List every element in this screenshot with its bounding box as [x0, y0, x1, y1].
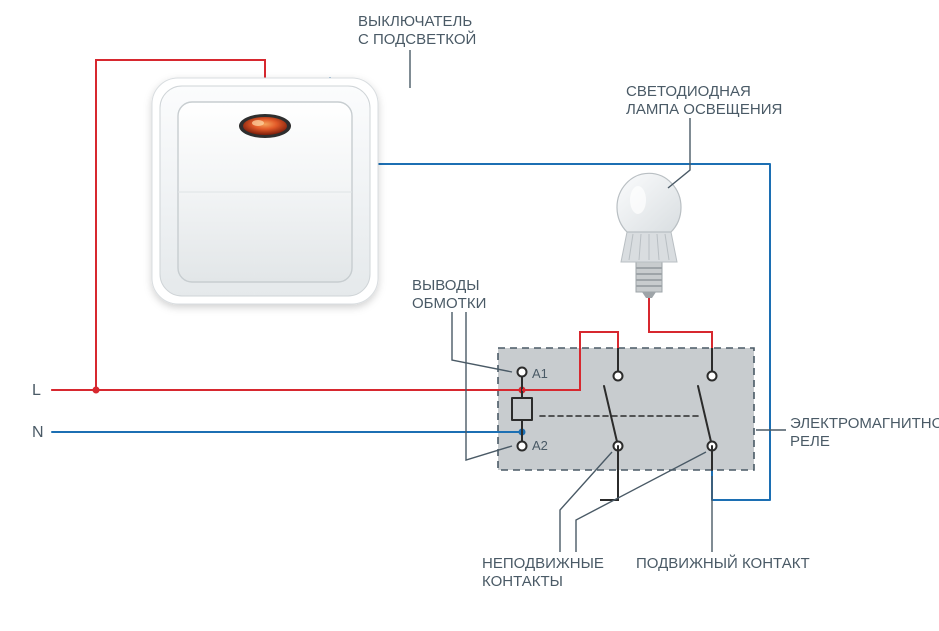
label-L: L	[32, 382, 41, 399]
wire-N	[52, 432, 522, 448]
label-lamp-2: ЛАМПА ОСВЕЩЕНИЯ	[626, 101, 782, 118]
label-lamp-1: СВЕТОДИОДНАЯ	[626, 83, 751, 100]
label-fixed-2: КОНТАКТЫ	[482, 573, 563, 590]
label-A2: А2	[532, 438, 548, 453]
label-A1: А1	[532, 366, 548, 381]
label-switch-1: ВЫКЛЮЧАТЕЛЬ	[358, 13, 472, 30]
label-moving-1: ПОДВИЖНЫЙ КОНТАКТ	[636, 554, 810, 572]
node-L-branch	[93, 387, 100, 394]
label-relay-1: ЭЛЕКТРОМАГНИТНОЕ	[790, 415, 939, 432]
label-fixed-1: НЕПОДВИЖНЫЕ	[482, 555, 604, 572]
label-relay-2: РЕЛЕ	[790, 433, 830, 450]
label-coil-2: ОБМОТКИ	[412, 295, 486, 312]
led-bulb	[617, 173, 681, 298]
wire-contact-to-lamp	[649, 296, 712, 348]
label-coil-1: ВЫВОДЫ	[412, 277, 480, 294]
relay-external-black	[600, 470, 618, 500]
label-switch-2: С ПОДСВЕТКОЙ	[358, 30, 476, 48]
wall-switch	[152, 78, 378, 304]
label-N: N	[32, 424, 44, 441]
leader-lamp	[668, 118, 690, 188]
